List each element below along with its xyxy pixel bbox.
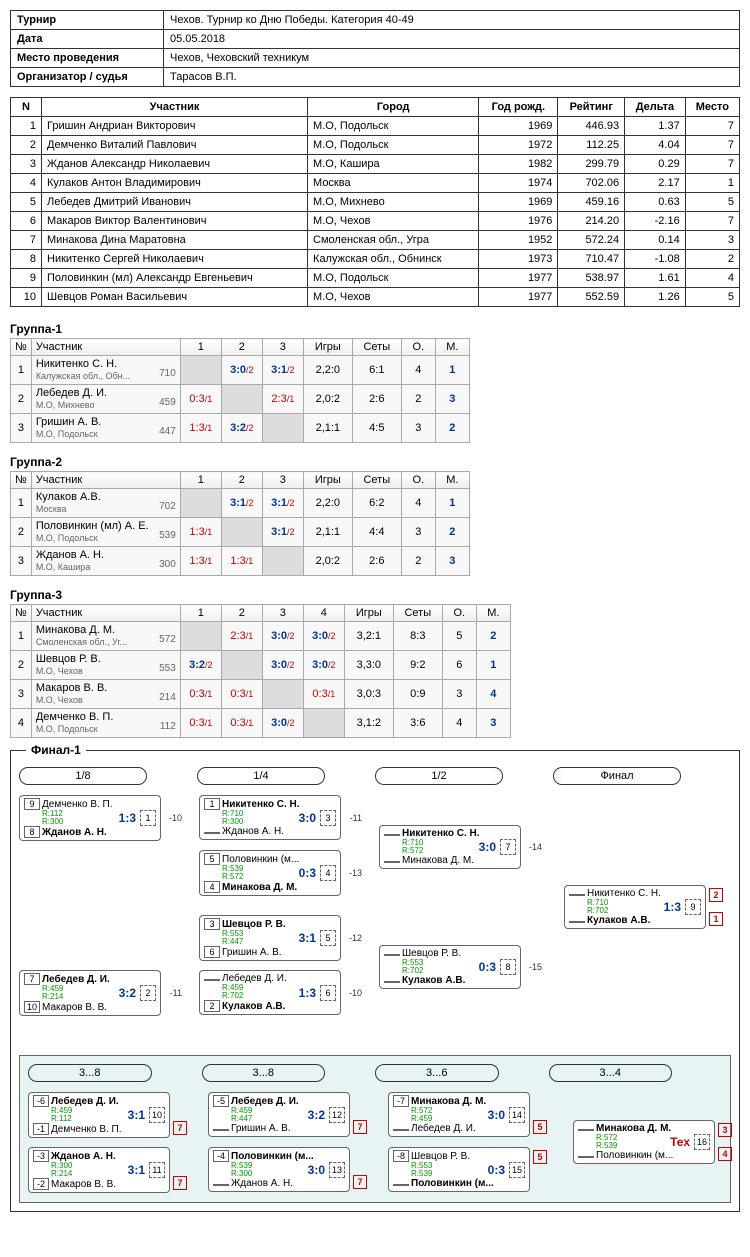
- table-row: 6Макаров Виктор ВалентиновичМ.О, Чехов19…: [11, 212, 740, 231]
- table-row: 5Лебедев Дмитрий ИвановичМ.О, Михнево196…: [11, 193, 740, 212]
- table-row: 7Минакова Дина МаратовнаСмоленская обл.,…: [11, 231, 740, 250]
- match: Никитенко С. Н. R:710R:572 Минакова Д. М…: [379, 825, 521, 869]
- table-row: 2Демченко Виталий ПавловичМ.О, Подольск1…: [11, 136, 740, 155]
- group-row: 3Макаров В. В.214М.О, Чехов0:3/10:3/10:3…: [11, 680, 511, 709]
- participants-table: N Участник Город Год рожд. Рейтинг Дельт…: [10, 97, 740, 307]
- table-row: 9Половинкин (мл) Александр ЕвгеньевичМ.О…: [11, 269, 740, 288]
- group-row: 1Никитенко С. Н.710Калужская обл., Обн..…: [11, 356, 470, 385]
- match: -4Половинкин (м... R:539R:300 Жданов А. …: [208, 1147, 350, 1192]
- match: -6Лебедев Д. И. R:459R:112 -1Демченко В.…: [28, 1092, 170, 1138]
- table-row: 1Гришин Андриан ВикторовичМ.О, Подольск1…: [11, 117, 740, 136]
- label: Турнир: [11, 11, 164, 30]
- match: Минакова Д. М. R:572R:539 Половинкин (м.…: [573, 1120, 715, 1164]
- group-row: 2Половинкин (мл) А. Е.539М.О, Подольск1:…: [11, 518, 470, 547]
- group-row: 2Шевцов Р. В.553М.О, Чехов3:2/23:0/23:0/…: [11, 651, 511, 680]
- group: Группа-3№Участник1234ИгрыСетыО.М.1Минако…: [10, 588, 740, 738]
- table-row: 4Кулаков Антон ВладимировичМосква1974702…: [11, 174, 740, 193]
- group-row: 4Демченко В. П.112М.О, Подольск0:3/10:3/…: [11, 709, 511, 738]
- group-row: 3Жданов А. Н.300М.О, Кашира1:3/11:3/12,0…: [11, 547, 470, 576]
- match: -5Лебедев Д. И. R:459R:447 Гришин А. В. …: [208, 1092, 350, 1137]
- match: 5Половинкин (м... R:539R:572 4Минакова Д…: [199, 850, 341, 896]
- match: Лебедев Д. И. R:459R:702 2Кулаков А.В. 1…: [199, 970, 341, 1015]
- table-row: 3Жданов Александр НиколаевичМ.О, Кашира1…: [11, 155, 740, 174]
- match: 3Шевцов Р. В. R:553R:447 6Гришин А. В. 3…: [199, 915, 341, 961]
- table-row: 10Шевцов Роман ВасильевичМ.О, Чехов19775…: [11, 288, 740, 307]
- group-row: 3Гришин А. В.447М.О, Подольск1:3/13:2/22…: [11, 414, 470, 443]
- group-row: 1Минакова Д. М.572Смоленская обл., Уг...…: [11, 622, 511, 651]
- match: Шевцов Р. В. R:553R:702 Кулаков А.В. 0:3…: [379, 945, 521, 989]
- group: Группа-1№Участник123ИгрыСетыО.М.1Никитен…: [10, 322, 740, 443]
- match: Никитенко С. Н. R:710R:702 Кулаков А.В. …: [564, 885, 706, 929]
- match: 7Лебедев Д. И. R:459R:214 10Макаров В. В…: [19, 970, 161, 1016]
- info-table: ТурнирЧехов. Турнир ко Дню Победы. Катег…: [10, 10, 740, 87]
- match: 9Демченко В. П. R:112R:300 8Жданов А. Н.…: [19, 795, 161, 841]
- table-row: 8Никитенко Сергей НиколаевичКалужская об…: [11, 250, 740, 269]
- match: -7Минакова Д. М. R:572R:459 Лебедев Д. И…: [388, 1092, 530, 1137]
- match: 1Никитенко С. Н. R:710R:300 Жданов А. Н.…: [199, 795, 341, 840]
- match: -3Жданов А. Н. R:300R:214 -2Макаров В. В…: [28, 1147, 170, 1193]
- group: Группа-2№Участник123ИгрыСетыО.М.1Кулаков…: [10, 455, 740, 576]
- group-row: 1Кулаков А.В.702Москва3:1/23:1/22,2:06:2…: [11, 489, 470, 518]
- bracket-final: Финал-1 1/81/41/2Финал 9Демченко В. П. R…: [10, 750, 740, 1212]
- group-row: 2Лебедев Д. И.459М.О, Михнево0:3/12:3/12…: [11, 385, 470, 414]
- match: -8Шевцов Р. В. R:553R:539 Половинкин (м.…: [388, 1147, 530, 1192]
